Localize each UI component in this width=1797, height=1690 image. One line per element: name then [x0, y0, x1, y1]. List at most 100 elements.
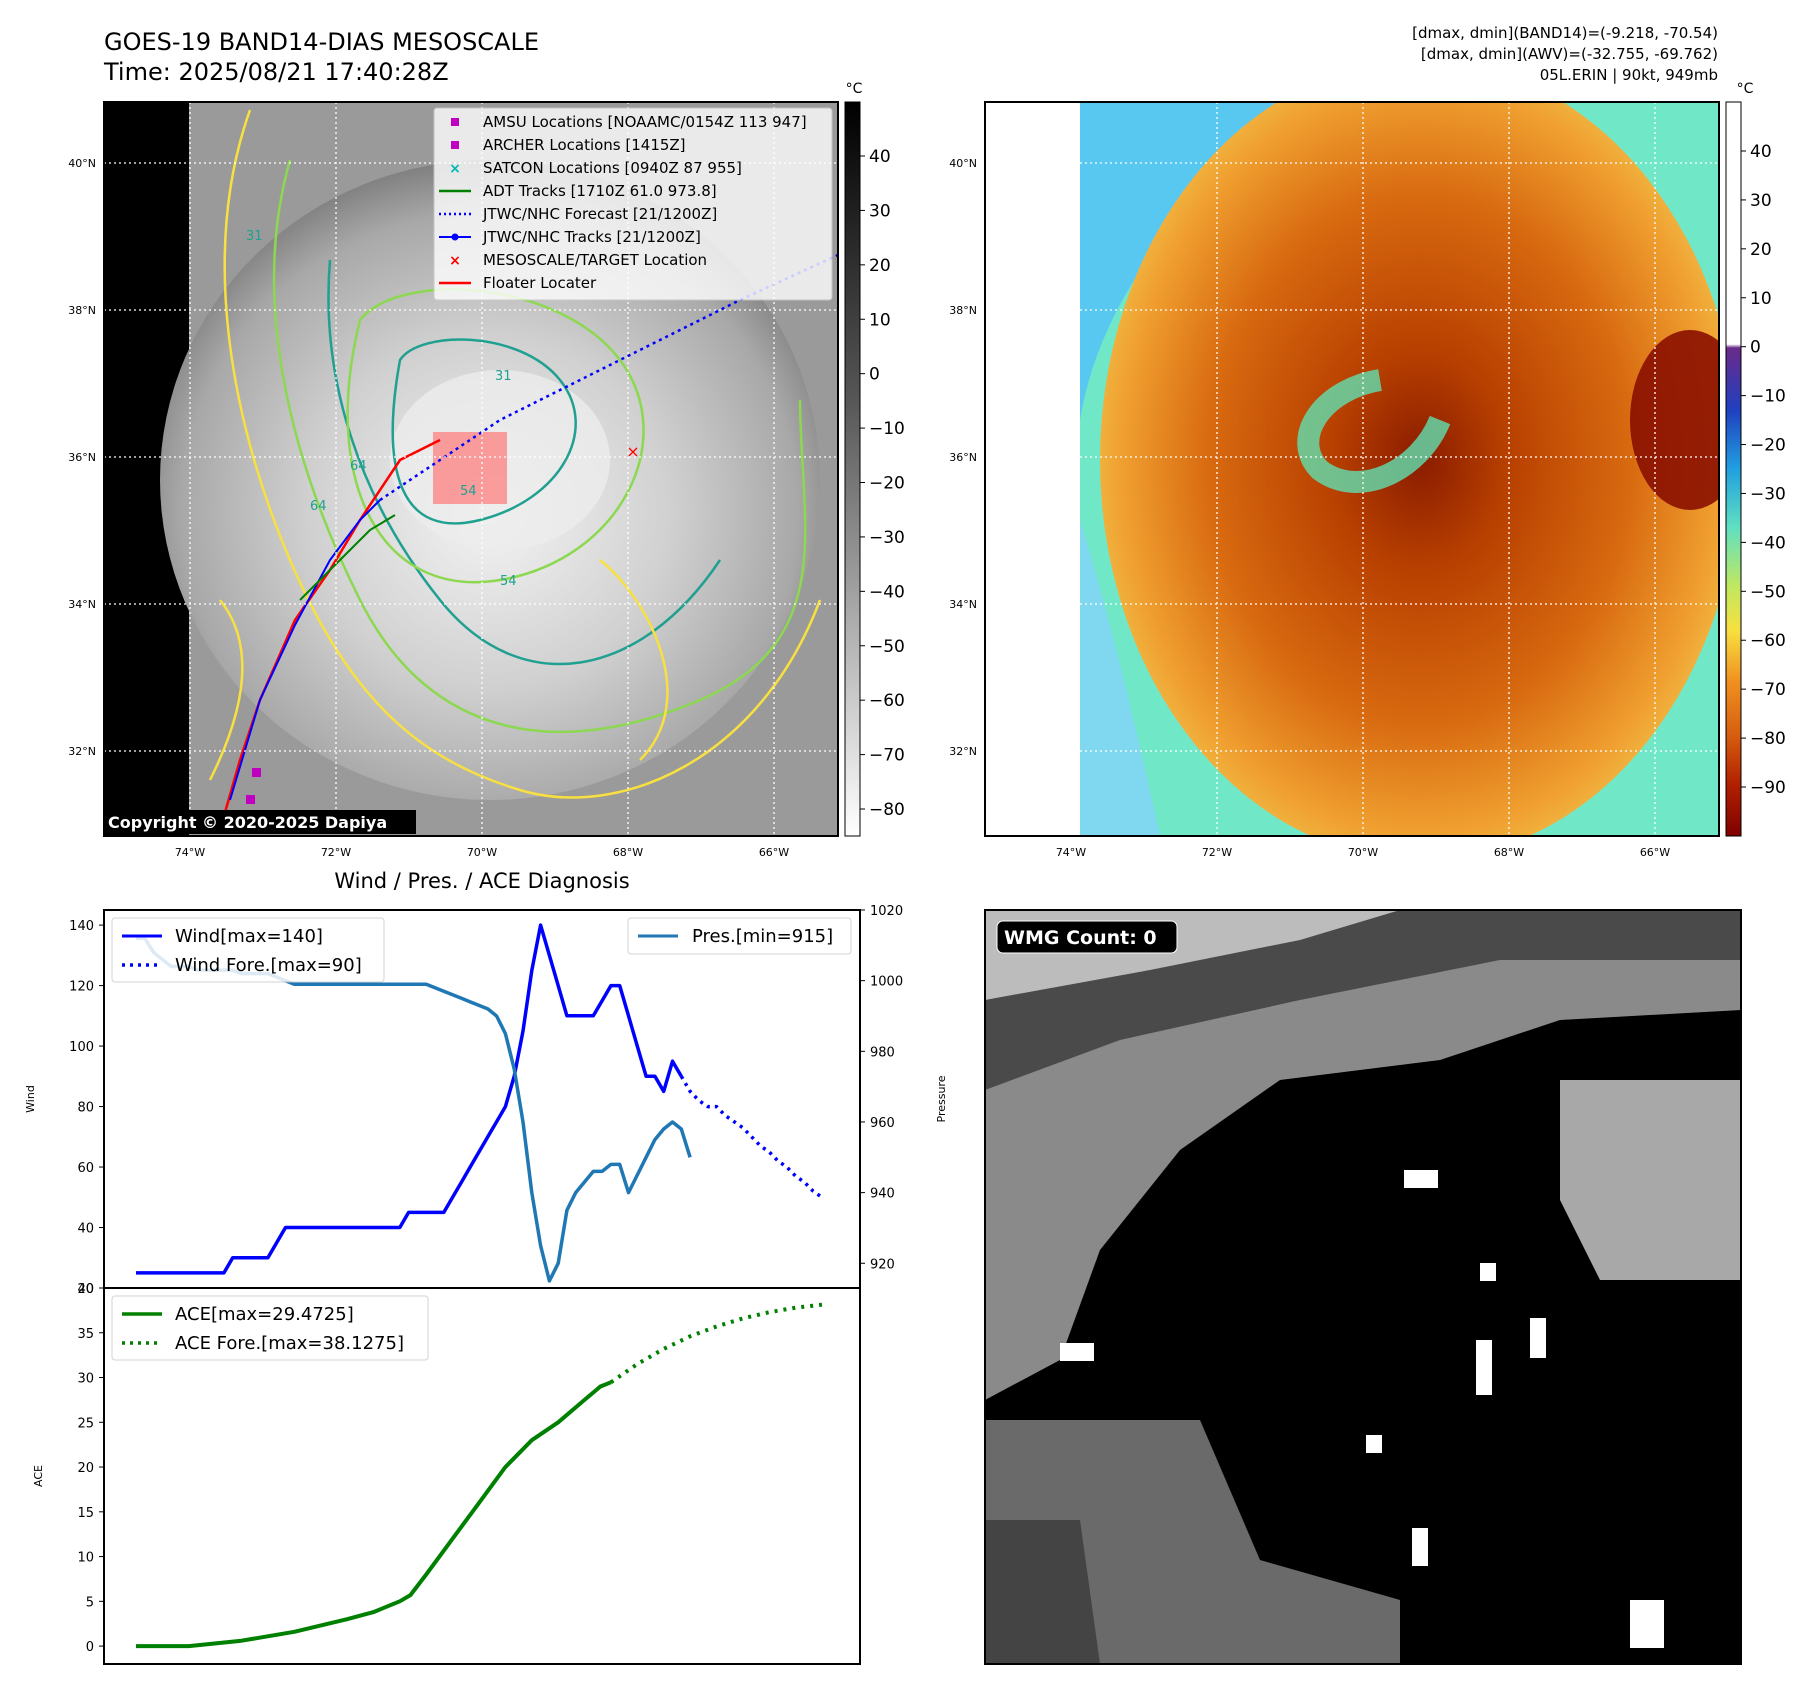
jtwc-track: [229, 499, 381, 801]
wind-tick-label: 40: [77, 1222, 94, 1237]
lon-tick-label: 70°W: [467, 846, 497, 859]
lat-tick-label: 36°N: [68, 451, 96, 464]
series-line: [136, 923, 683, 1275]
colorbar-tick-label: −40: [1750, 533, 1786, 553]
storm-info: 05L.ERIN | 90kt, 949mb: [1540, 66, 1718, 84]
colorbar-tick-label: 30: [1750, 191, 1772, 211]
lon-tick-label: 68°W: [1494, 846, 1524, 859]
colorbar-tick-label: −20: [869, 474, 905, 494]
ace-tick-label: 30: [77, 1372, 94, 1387]
ir-legend-item: JTWC/NHC Tracks [21/1200Z]: [482, 228, 701, 246]
colorbar-tick-label: 30: [869, 201, 891, 221]
pressure-tick-label: 1020: [870, 904, 903, 919]
wmg-panel: WMG Count: 0: [984, 909, 1742, 1665]
ir-colorbar: [844, 101, 861, 837]
ace-tick-label: 0: [86, 1640, 94, 1655]
colorbar-tick-label: 40: [869, 147, 891, 167]
ace-tick-label: 35: [77, 1327, 94, 1342]
ace-tick-label: 15: [77, 1506, 94, 1521]
ace-tick-label: 10: [77, 1551, 94, 1566]
ir-legend-item: JTWC/NHC Forecast [21/1200Z]: [482, 205, 717, 223]
ace-tick-label: 5: [86, 1595, 94, 1610]
colorbar-tick-label: −30: [1750, 484, 1786, 504]
colorbar-tick-label: −10: [1750, 387, 1786, 407]
pressure-tick-label: 920: [870, 1257, 895, 1272]
ir-legend-item: MESOSCALE/TARGET Location: [483, 251, 707, 269]
svg-text:54: 54: [460, 484, 477, 499]
colorbar-tick-label: −80: [1750, 729, 1786, 749]
awv-colorbar-ticks: 40 30 20 10 0 −10 −20 −30 −40 −50 −60 −70 −80 −90: [1741, 142, 1786, 798]
ace-legend-label: ACE[max=29.4725]: [175, 1304, 354, 1325]
colorbar-tick-label: 0: [869, 365, 880, 385]
ir-legend-item: AMSU Locations [NOAAMC/0154Z 113 947]: [483, 113, 807, 131]
wind-tick-label: 20: [77, 1282, 94, 1297]
wind-tick-label: 120: [69, 980, 94, 995]
colorbar-tick-label: 20: [869, 256, 891, 276]
colorbar-tick-label: −40: [869, 582, 905, 602]
pressure-tick-label: 1000: [870, 975, 903, 990]
colorbar-tick-label: 20: [1750, 240, 1772, 260]
svg-text:31: 31: [495, 369, 512, 384]
lat-tick-label: 32°N: [68, 745, 96, 758]
lat-tick-label: 36°N: [949, 451, 977, 464]
colorbar-tick-label: 40: [1750, 142, 1772, 162]
ace-chart: 40 35 30 25 20 15 10 5 0 ACE ACE[max=29.4725] AC…: [32, 1282, 861, 1665]
lat-tick-label: 38°N: [949, 304, 977, 317]
lat-tick-label: 34°N: [68, 598, 96, 611]
awv-gridlines: [985, 102, 1719, 836]
pressure-legend: Pres.[min=915]: [627, 917, 852, 955]
wind-tick-label: 80: [77, 1101, 94, 1116]
wmg-label-box: [996, 920, 1178, 954]
figure-time: Time: 2025/08/21 17:40:28Z: [103, 58, 449, 86]
awv-map-panel: °C 40 30 20 10 0 −10 −20 −30 −40 −50 −60 −70 −80 −90: [984, 81, 1786, 837]
ir-legend-item: SATCON Locations [0940Z 87 955]: [483, 159, 742, 177]
archer-marker: [252, 768, 261, 777]
lat-tick-label: 40°N: [949, 157, 977, 170]
wind-tick-label: 60: [77, 1161, 94, 1176]
stats-band14: [dmax, dmin](BAND14)=(-9.218, -70.54): [1412, 24, 1718, 42]
lon-tick-label: 68°W: [613, 846, 643, 859]
colorbar-tick-label: −20: [1750, 436, 1786, 456]
svg-text:54: 54: [500, 574, 517, 589]
adt-track: [299, 514, 396, 601]
ir-legend-item: ARCHER Locations [1415Z]: [483, 136, 686, 154]
figure-title: GOES-19 BAND14-DIAS MESOSCALE: [104, 28, 539, 56]
wind-axis-label: Wind: [24, 1085, 37, 1113]
lon-tick-label: 66°W: [1640, 846, 1670, 859]
colorbar-tick-label: −50: [869, 637, 905, 657]
wind-legend-label: Wind[max=140]: [175, 926, 323, 947]
colorbar-tick-label: −90: [1750, 778, 1786, 798]
pressure-tick-label: 960: [870, 1116, 895, 1131]
svg-text:64: 64: [350, 459, 367, 474]
colorbar-tick-label: −70: [1750, 680, 1786, 700]
colorbar-tick-label: −80: [869, 800, 905, 820]
colorbar-tick-label: −10: [869, 419, 905, 439]
amsu-marker: [246, 795, 255, 804]
map-tick-labels: 40°N 38°N 36°N 34°N 32°N 74°W 72°W 70°W 68°W 66°W…: [68, 157, 1670, 859]
lon-tick-label: 74°W: [1056, 846, 1086, 859]
pressure-tick-label: 940: [870, 1187, 895, 1202]
ace-legend: ACE[max=29.4725] ACE Fore.[max=38.1275]: [111, 1295, 429, 1361]
lat-tick-label: 34°N: [949, 598, 977, 611]
awv-frame: [984, 101, 1720, 837]
ir-legend: AMSU Locations [NOAAMC/0154Z 113 947] ARC…: [433, 107, 833, 301]
diagnosis-title: Wind / Pres. / ACE Diagnosis: [334, 869, 629, 893]
colorbar-tick-label: −30: [869, 528, 905, 548]
ir-colorbar-unit: °C: [846, 81, 863, 97]
colorbar-tick-label: −70: [869, 746, 905, 766]
ace-forecast-legend-label: ACE Fore.[max=38.1275]: [175, 1333, 404, 1354]
ir-contour-labels: 31 31 64 64 54 54: [246, 229, 517, 589]
lat-tick-label: 40°N: [68, 157, 96, 170]
copyright-box: [104, 810, 416, 834]
ir-colorbar-ticks: 40 30 20 10 0 −10 −20 −30 −40 −50 −60 −70 −80: [860, 147, 905, 820]
lon-tick-label: 66°W: [759, 846, 789, 859]
awv-colorbar: [1725, 101, 1742, 837]
ace-axis-label: ACE: [32, 1465, 45, 1487]
ir-legend-item: ADT Tracks [1710Z 61.0 973.8]: [483, 182, 717, 200]
ace-tick-label: 20: [77, 1461, 94, 1476]
ace-tick-label: 40: [77, 1282, 94, 1297]
wind-tick-label: 140: [69, 919, 94, 934]
colorbar-tick-label: 10: [869, 310, 891, 330]
colorbar-tick-label: 0: [1750, 338, 1761, 358]
